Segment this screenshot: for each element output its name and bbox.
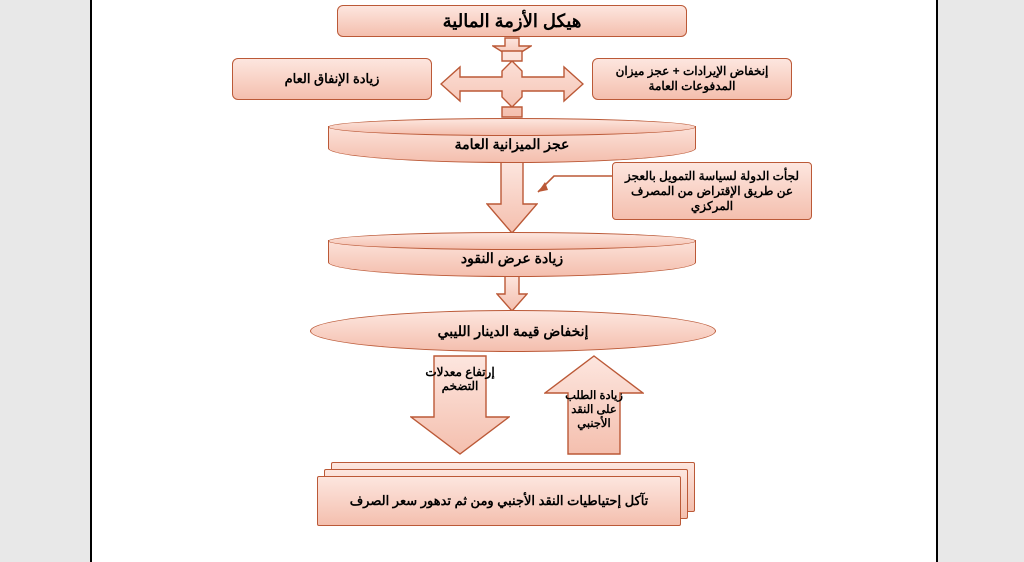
connector-down2 xyxy=(486,160,538,234)
node-reserves: تآكل إحتياطيات النقد الأجنبي ومن ثم تدهو… xyxy=(317,462,695,532)
node-money: زيادة عرض النقود xyxy=(328,232,696,276)
node-dinar: إنخفاض قيمة الدينار الليبي xyxy=(310,310,716,352)
connector-cross xyxy=(440,50,584,118)
connector-borrow-line xyxy=(536,168,614,198)
node-borrow: لجأت الدولة لسياسة التمويل بالعجز عن طري… xyxy=(612,162,812,220)
connector-down3 xyxy=(496,274,528,312)
node-budget: عجز الميزانية العامة xyxy=(328,118,696,162)
node-spending: زيادة الإنفاق العام xyxy=(232,58,432,100)
node-revenues: إنخفاض الإيرادات + عجز ميزان المدفوعات ا… xyxy=(592,58,792,100)
node-reserves-label: تآكل إحتياطيات النقد الأجنبي ومن ثم تدهو… xyxy=(317,476,681,526)
page: هيكل الأزمة المالية زيادة الإنفاق العام … xyxy=(90,0,938,562)
node-title: هيكل الأزمة المالية xyxy=(337,5,687,37)
node-inflation-shape xyxy=(410,355,510,455)
node-fxdemand-shape xyxy=(544,355,644,455)
